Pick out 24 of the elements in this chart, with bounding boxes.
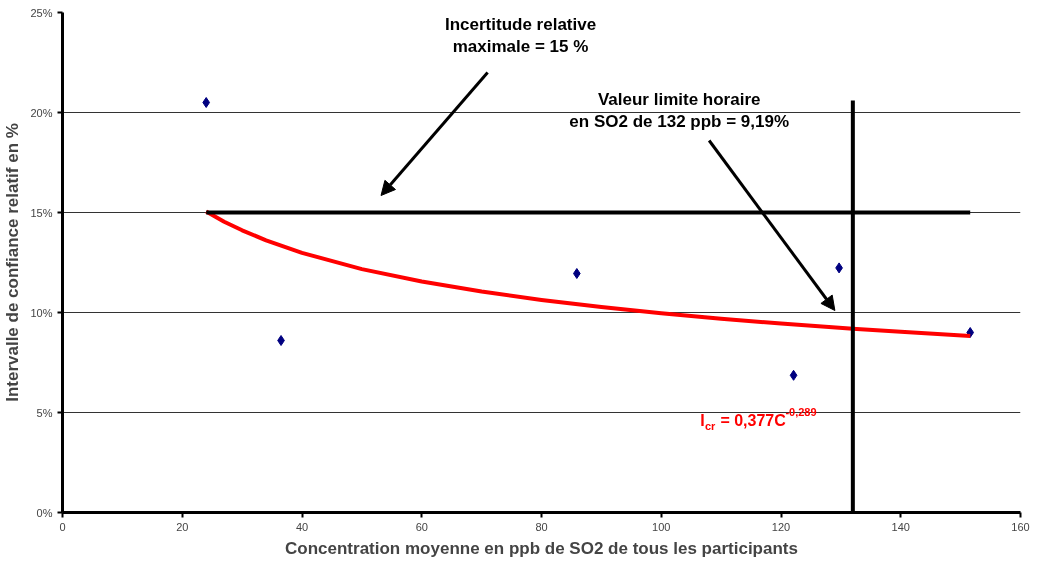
y-axis-title: Intervalle de confiance relatif en %: [3, 123, 23, 402]
point: [572, 268, 581, 279]
x-tick-label: 60: [415, 520, 428, 533]
annotation: Valeur limite horaire en SO2 de 132 ppb = 9,19%: [569, 89, 790, 132]
x-tick-label: 120: [771, 520, 791, 533]
x-tick-label: 80: [535, 520, 548, 533]
x-tick-label: 140: [891, 520, 910, 533]
x-tick-label: 160: [1011, 520, 1030, 533]
y-tick-label: 5%: [36, 406, 53, 419]
x-tick-label: 20: [176, 520, 189, 533]
y-tick-label: 20%: [30, 106, 53, 119]
y-tick-label: 25%: [30, 6, 53, 19]
point: [789, 369, 798, 381]
x-axis-title: Concentration moyenne en ppb de SO2 de tous les participants: [285, 538, 798, 558]
x-tick-label: 40: [295, 520, 309, 533]
y-tick-label: 15%: [30, 206, 53, 219]
y-tick-label: 0%: [36, 506, 53, 519]
y-tick-label: 10%: [30, 306, 53, 319]
x-tick-label: 0: [59, 520, 66, 533]
annotation: Incertitude relative maximale = 15 %: [444, 14, 597, 57]
line-series: [204, 209, 973, 338]
point: [277, 335, 285, 346]
x-tick-label: 100: [652, 520, 671, 533]
point: [202, 97, 211, 108]
